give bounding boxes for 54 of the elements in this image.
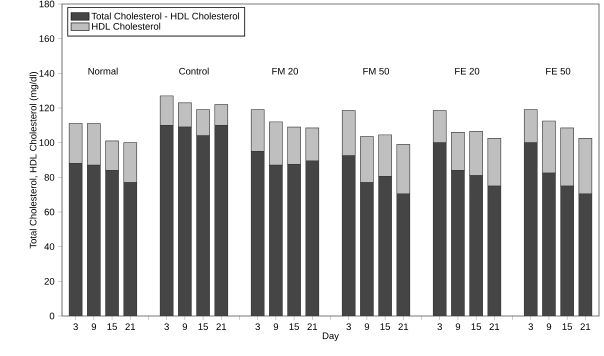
x-tick-label: 9 (182, 323, 188, 330)
x-tick-label: 3 (255, 323, 260, 330)
x-tick-label: 15 (108, 323, 117, 330)
y-tick-label: 40 (44, 243, 54, 250)
x-axis-title: Day (322, 332, 339, 342)
bar (123, 142, 138, 183)
legend-label: HDL Cholesterol (92, 22, 160, 30)
x-tick-label: 3 (73, 323, 78, 330)
bar (378, 134, 392, 177)
legend-label: Total Cholesterol - HDL Cholesterol (92, 12, 240, 20)
y-axis-title: Total Cholesterol, HDL Cholesterol (mg/dl) (30, 72, 38, 248)
x-tick-label: 15 (380, 323, 390, 330)
annotation: Control (179, 68, 209, 75)
bar (396, 144, 410, 194)
x-tick-label: 15 (198, 323, 208, 330)
x-tick-label: 3 (528, 323, 533, 330)
x-tick-label: 3 (346, 323, 351, 330)
annotation: FE 20 (455, 68, 480, 75)
x-tick-label: 21 (308, 323, 318, 330)
bar (560, 128, 574, 186)
x-tick-label: 3 (437, 323, 442, 330)
bar (488, 138, 502, 186)
x-tick-label: 21 (216, 323, 226, 330)
y-tick-label: 80 (44, 174, 54, 181)
bar (451, 132, 465, 171)
x-tick-label: 3 (164, 323, 169, 330)
x-tick-label: 9 (456, 323, 460, 330)
x-tick-label: 21 (580, 323, 590, 330)
annotation: FM 50 (363, 68, 390, 75)
y-tick-label: 180 (40, 0, 54, 8)
bar (360, 136, 374, 183)
annotation: FM 20 (272, 68, 298, 75)
y-tick-label: 60 (44, 208, 54, 216)
x-tick-label: 9 (274, 323, 278, 330)
x-tick-label: 21 (398, 323, 408, 330)
y-tick-label: 100 (40, 139, 54, 146)
y-tick-label: 120 (40, 104, 54, 112)
bar (105, 140, 119, 171)
x-tick-label: 15 (562, 323, 572, 330)
y-tick-label: 140 (40, 70, 54, 77)
x-tick-label: 9 (546, 323, 552, 330)
x-tick-label: 21 (490, 323, 500, 330)
bar (306, 128, 320, 162)
x-tick-label: 9 (92, 323, 96, 330)
x-tick-label: 21 (125, 323, 136, 330)
annotation: FE 50 (546, 68, 570, 75)
annotation: Normal (88, 68, 118, 75)
x-tick-label: 15 (472, 323, 482, 330)
y-tick-label: 20 (44, 278, 54, 285)
y-tick-label: 160 (40, 35, 54, 42)
bar (469, 131, 483, 176)
y-tick-label: 0 (50, 312, 54, 320)
x-tick-label: 15 (290, 323, 299, 330)
x-tick-label: 9 (364, 323, 370, 330)
